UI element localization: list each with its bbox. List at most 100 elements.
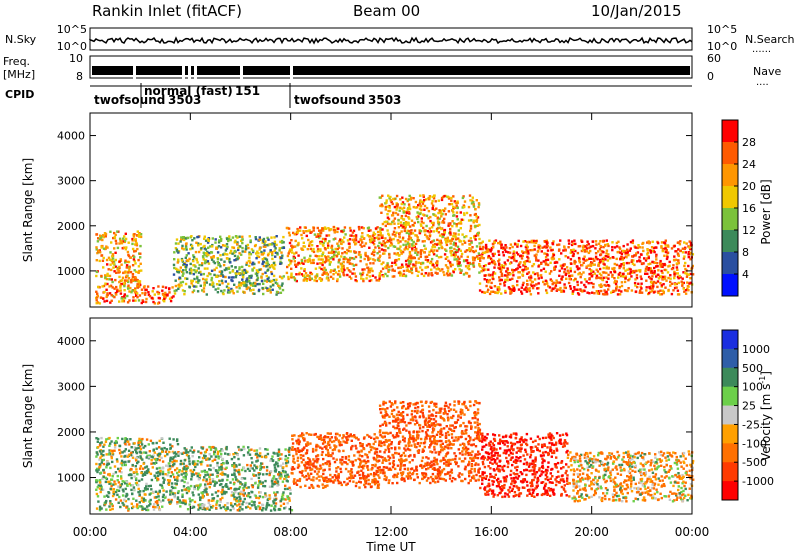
heatmap-cell (419, 223, 423, 226)
heatmap-cell (642, 249, 645, 253)
heatmap-cell (134, 477, 138, 480)
heatmap-cell (481, 247, 484, 251)
heatmap-cell (437, 247, 441, 250)
heatmap-cell (244, 481, 247, 485)
heatmap-cell (238, 268, 241, 271)
heatmap-cell (349, 250, 352, 253)
heatmap-cell (256, 456, 259, 459)
heatmap-cell (305, 234, 308, 238)
heatmap-cell (414, 206, 417, 209)
heatmap-cell (249, 495, 252, 499)
heatmap-cell (388, 206, 391, 209)
heatmap-cell (527, 252, 530, 255)
heatmap-cell (199, 461, 202, 464)
heatmap-cell (230, 491, 234, 494)
heatmap-cell (175, 439, 179, 443)
heatmap-cell (497, 286, 501, 289)
heatmap-cell (98, 458, 101, 461)
heatmap-cell (591, 244, 595, 248)
heatmap-cell (322, 244, 325, 247)
heatmap-cell (179, 479, 183, 483)
heatmap-cell (272, 261, 276, 265)
heatmap-cell (376, 466, 380, 470)
heatmap-cell (361, 273, 364, 276)
heatmap-cell (369, 262, 372, 265)
heatmap-cell (136, 473, 139, 476)
heatmap-cell (222, 263, 226, 267)
heatmap-cell (605, 290, 608, 294)
heatmap-cell (275, 293, 278, 296)
heatmap-cell (195, 280, 198, 284)
heatmap-cell (280, 453, 283, 456)
heatmap-cell (238, 266, 241, 269)
heatmap-cell (478, 282, 482, 285)
heatmap-cell (459, 211, 462, 214)
heatmap-cell (374, 227, 378, 230)
heatmap-cell (662, 275, 665, 279)
heatmap-cell (230, 279, 233, 282)
heatmap-cell (617, 240, 620, 243)
heatmap-cell (226, 237, 229, 241)
heatmap-cell (619, 251, 622, 254)
heatmap-cell (223, 268, 226, 272)
heatmap-cell (216, 260, 219, 264)
heatmap-cell (163, 478, 166, 481)
heatmap-cell (115, 441, 118, 444)
heatmap-cell (122, 271, 125, 275)
heatmap-cell (618, 264, 621, 268)
y-tick-label: 3000 (57, 175, 85, 188)
heatmap-cell (560, 252, 563, 255)
heatmap-cell (251, 261, 255, 264)
heatmap-cell (562, 290, 566, 293)
heatmap-cell (626, 268, 629, 271)
heatmap-cell (595, 243, 598, 246)
heatmap-cell (591, 261, 594, 265)
heatmap-cell (336, 247, 339, 251)
heatmap-cell (409, 270, 412, 273)
heatmap-cell (177, 454, 180, 457)
heatmap-cell (193, 237, 196, 240)
heatmap-cell (642, 241, 645, 245)
heatmap-cell (478, 262, 481, 266)
heatmap-cell (334, 237, 337, 240)
heatmap-cell (222, 472, 225, 476)
heatmap-cell (670, 282, 674, 285)
heatmap-cell (170, 482, 174, 485)
heatmap-cell (456, 206, 459, 210)
heatmap-cell (203, 244, 206, 248)
heatmap-cell (670, 267, 674, 271)
heatmap-cell (452, 205, 455, 209)
heatmap-cell (264, 240, 267, 243)
heatmap-cell (164, 450, 168, 453)
heatmap-cell (407, 260, 411, 263)
heatmap-cell (319, 446, 322, 449)
heatmap-cell (207, 262, 211, 265)
heatmap-cell (274, 470, 277, 473)
heatmap-cell (206, 267, 209, 270)
heatmap-cell (184, 499, 187, 502)
heatmap-cell (662, 278, 665, 281)
heatmap-cell (215, 506, 218, 510)
heatmap-cell (638, 270, 642, 273)
heatmap-cell (218, 504, 221, 507)
heatmap-cell (640, 291, 644, 294)
heatmap-cell (261, 272, 264, 276)
heatmap-cell (279, 477, 282, 480)
heatmap-cell (515, 251, 518, 254)
heatmap-cell (572, 252, 575, 256)
heatmap-cell (488, 292, 492, 296)
heatmap-cell (588, 246, 591, 250)
heatmap-cell (135, 456, 138, 459)
heatmap-cell (300, 267, 303, 270)
heatmap-cell (203, 261, 207, 265)
heatmap-cell (677, 241, 680, 244)
heatmap-cell (147, 468, 150, 471)
heatmap-cell (674, 283, 677, 286)
heatmap-cell (402, 269, 406, 273)
heatmap-cell (376, 226, 379, 229)
heatmap-cell (552, 253, 556, 257)
heatmap-cell (588, 272, 591, 276)
heatmap-cell (120, 471, 123, 474)
heatmap-cell (509, 273, 512, 276)
heatmap-cell (218, 280, 221, 283)
